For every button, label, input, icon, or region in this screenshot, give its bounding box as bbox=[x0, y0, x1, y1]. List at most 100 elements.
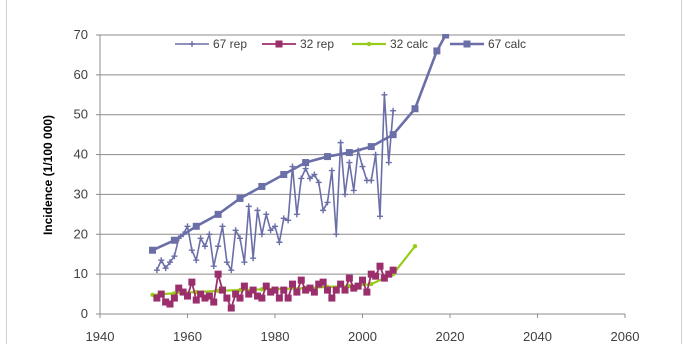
series-67-rep-point bbox=[153, 267, 160, 274]
series-32-rep-point bbox=[271, 286, 279, 294]
series-32-rep-point bbox=[170, 294, 178, 302]
series-32-rep-point bbox=[297, 276, 305, 284]
series-67-rep-point bbox=[293, 211, 300, 218]
series-32-rep-point bbox=[162, 298, 170, 306]
series-67-calc bbox=[149, 34, 450, 254]
series-67-calc-point bbox=[433, 47, 441, 55]
series-67-rep-point bbox=[328, 167, 335, 174]
series-32-rep-point bbox=[284, 294, 292, 302]
series-32-rep-point bbox=[249, 286, 257, 294]
series-67-calc-point bbox=[258, 182, 266, 190]
series-67-calc-point bbox=[192, 222, 200, 230]
series-32-rep-point bbox=[354, 282, 362, 290]
series-67-calc-point bbox=[236, 194, 244, 202]
series-67-rep-point bbox=[254, 207, 261, 214]
series-67-rep-point bbox=[359, 163, 366, 170]
series-67-rep-point bbox=[162, 265, 169, 272]
series-67-rep-point bbox=[263, 211, 270, 218]
series-32-rep-point bbox=[214, 270, 222, 278]
series-32-rep-point bbox=[302, 286, 310, 294]
series-67-rep-line bbox=[156, 93, 394, 271]
series-67-rep-point bbox=[307, 175, 313, 182]
series-32-rep-point bbox=[332, 286, 340, 294]
series-32-rep-point bbox=[223, 294, 231, 302]
series-67-rep-point bbox=[245, 203, 252, 210]
series-67-calc-point bbox=[149, 246, 156, 254]
series-32-rep-point bbox=[153, 294, 161, 302]
series-32-rep-point bbox=[254, 292, 261, 300]
series-32-rep-point bbox=[240, 282, 248, 290]
series-32-rep-point bbox=[319, 278, 327, 286]
series-32-rep-point bbox=[376, 262, 384, 270]
series-67-rep-point bbox=[337, 139, 344, 146]
series-67-rep-point bbox=[368, 177, 375, 184]
series-67-rep-point bbox=[372, 151, 379, 158]
series-32-rep-point bbox=[359, 276, 366, 284]
series-67-calc-point bbox=[442, 34, 450, 39]
series-32-rep-point bbox=[192, 296, 200, 304]
series-32-calc-point bbox=[412, 244, 418, 249]
y-tick-label: 20 bbox=[74, 226, 88, 241]
axes bbox=[96, 34, 626, 318]
series-67-calc-point bbox=[389, 131, 397, 139]
legend-32-rep-point bbox=[275, 40, 283, 48]
series-67-rep-point bbox=[215, 243, 222, 250]
series-67-rep-point bbox=[241, 259, 248, 266]
series-32-rep-point bbox=[275, 294, 283, 302]
series-32-calc-point bbox=[369, 281, 374, 287]
series-32-rep-point bbox=[315, 280, 323, 288]
series-67-rep-point bbox=[232, 227, 239, 234]
series-67-rep bbox=[153, 91, 397, 274]
legend: 67 rep 32 rep 32 calc 67 calc bbox=[175, 37, 526, 51]
series-32-rep-point bbox=[310, 288, 318, 296]
series-32-rep-point bbox=[350, 284, 358, 292]
y-tick-label: 30 bbox=[74, 186, 88, 201]
series-67-rep-point bbox=[298, 175, 305, 182]
series-32-rep-point bbox=[389, 266, 397, 274]
series-67-rep-point bbox=[228, 267, 235, 274]
series-32-rep-point bbox=[179, 288, 187, 296]
series-67-rep-point bbox=[193, 257, 200, 264]
series-67-calc-point bbox=[280, 171, 288, 178]
series-32-rep bbox=[153, 262, 397, 312]
series-67-rep-point bbox=[258, 231, 265, 238]
series-32-rep-point bbox=[267, 288, 275, 296]
grid-lines bbox=[100, 34, 625, 275]
x-tick-label: 2000 bbox=[348, 329, 377, 344]
series-67-rep-point bbox=[390, 107, 397, 114]
series-67-rep-point bbox=[324, 199, 331, 206]
series-67-calc-point bbox=[411, 105, 419, 113]
series-67-rep-point bbox=[346, 159, 353, 166]
series-67-rep-point bbox=[333, 231, 340, 238]
series-32-rep-point bbox=[258, 294, 266, 302]
series-32-rep-point bbox=[372, 272, 380, 280]
legend-67-calc-label: 67 calc bbox=[488, 37, 526, 51]
series-32-rep-point bbox=[197, 290, 205, 298]
series-32-rep-point bbox=[289, 280, 296, 288]
series-32-rep-point bbox=[337, 280, 345, 288]
series-67-rep-point bbox=[171, 253, 178, 260]
series-32-rep-point bbox=[232, 290, 240, 298]
series-67-rep-point bbox=[377, 213, 383, 220]
y-tick-label: 60 bbox=[74, 67, 88, 82]
series-32-rep-point bbox=[166, 300, 174, 308]
series-67-rep-point bbox=[385, 159, 392, 166]
x-tick-label: 2020 bbox=[436, 329, 465, 344]
x-tick-label: 2040 bbox=[523, 329, 552, 344]
series-67-rep-point bbox=[206, 231, 213, 238]
series-67-calc-point bbox=[170, 236, 178, 244]
series-67-rep-point bbox=[188, 247, 195, 254]
y-tick-label: 0 bbox=[81, 306, 88, 321]
series-32-rep-point bbox=[341, 286, 349, 294]
series-32-rep-point bbox=[280, 286, 288, 294]
series-32-rep-point bbox=[227, 304, 235, 312]
series-32-rep-point bbox=[328, 294, 336, 302]
series-32-rep-point bbox=[236, 294, 244, 302]
series-32-rep-point bbox=[367, 270, 375, 278]
y-tick-label: 70 bbox=[74, 27, 88, 42]
series-67-rep-point bbox=[267, 227, 274, 234]
legend-67-calc-point bbox=[463, 40, 471, 48]
series-32-rep-point bbox=[205, 292, 213, 300]
series-67-rep-point bbox=[285, 217, 292, 224]
